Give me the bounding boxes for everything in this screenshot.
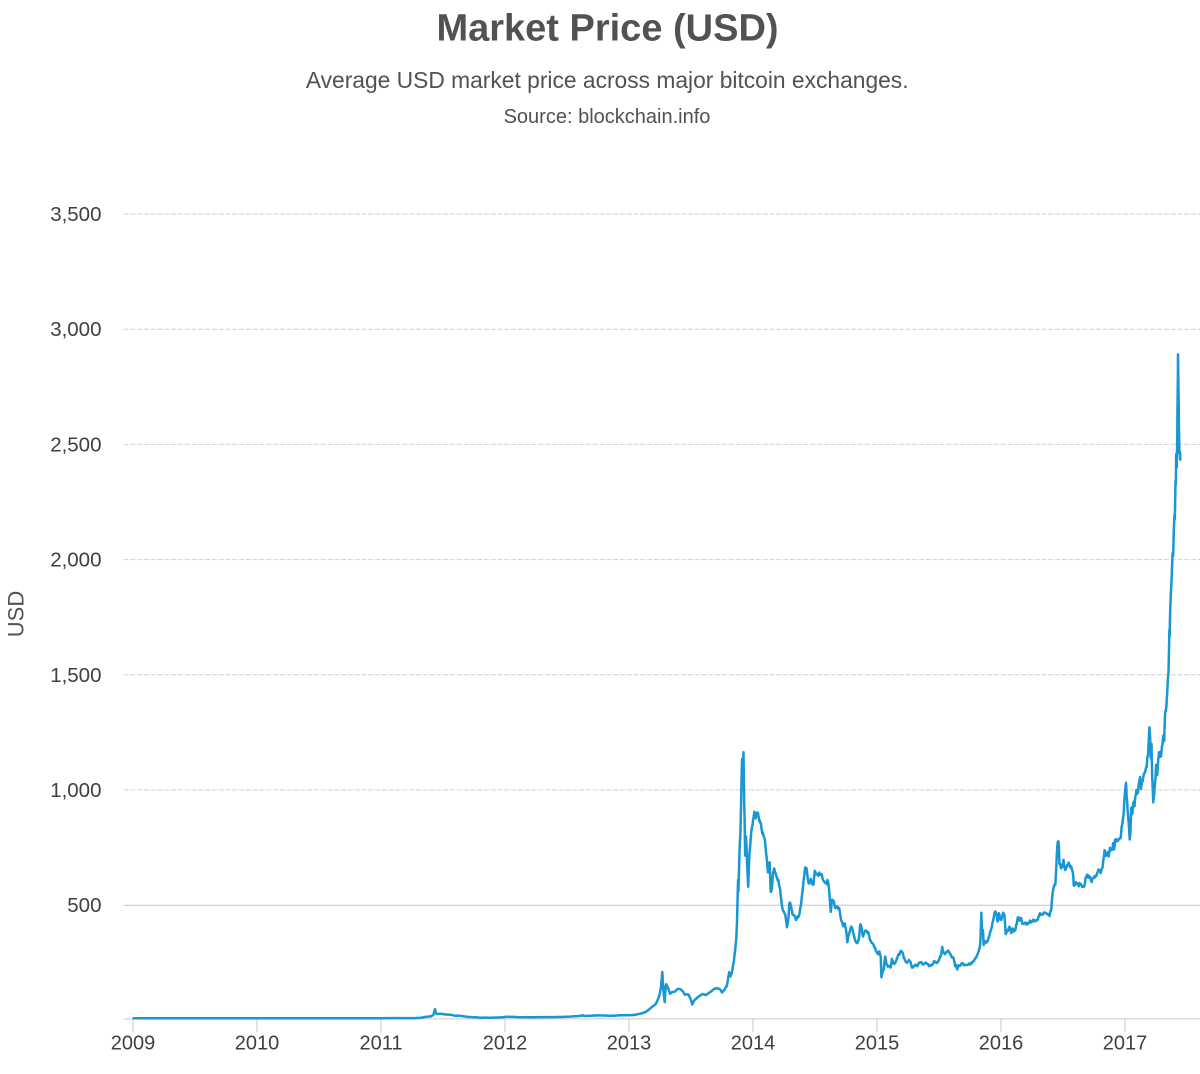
svg-text:2010: 2010 [235,1033,280,1055]
svg-text:2013: 2013 [607,1033,652,1055]
svg-text:2016: 2016 [979,1033,1024,1055]
svg-text:2009: 2009 [111,1033,156,1055]
svg-text:1,000: 1,000 [50,779,101,802]
svg-text:2,500: 2,500 [50,433,101,456]
svg-text:2012: 2012 [483,1033,528,1055]
svg-text:2017: 2017 [1103,1033,1148,1055]
svg-text:Market Price (USD): Market Price (USD) [436,8,778,50]
svg-text:2014: 2014 [731,1033,776,1055]
svg-text:USD: USD [4,591,29,637]
svg-text:Average USD market price acros: Average USD market price across major bi… [306,67,909,93]
svg-text:Source: blockchain.info: Source: blockchain.info [504,106,711,128]
svg-text:1,500: 1,500 [50,664,101,687]
svg-text:3,500: 3,500 [50,203,101,226]
svg-text:2,000: 2,000 [50,549,101,572]
svg-text:3,000: 3,000 [50,318,101,341]
svg-text:500: 500 [67,894,101,917]
svg-text:2015: 2015 [855,1033,900,1055]
svg-text:2011: 2011 [359,1033,402,1055]
